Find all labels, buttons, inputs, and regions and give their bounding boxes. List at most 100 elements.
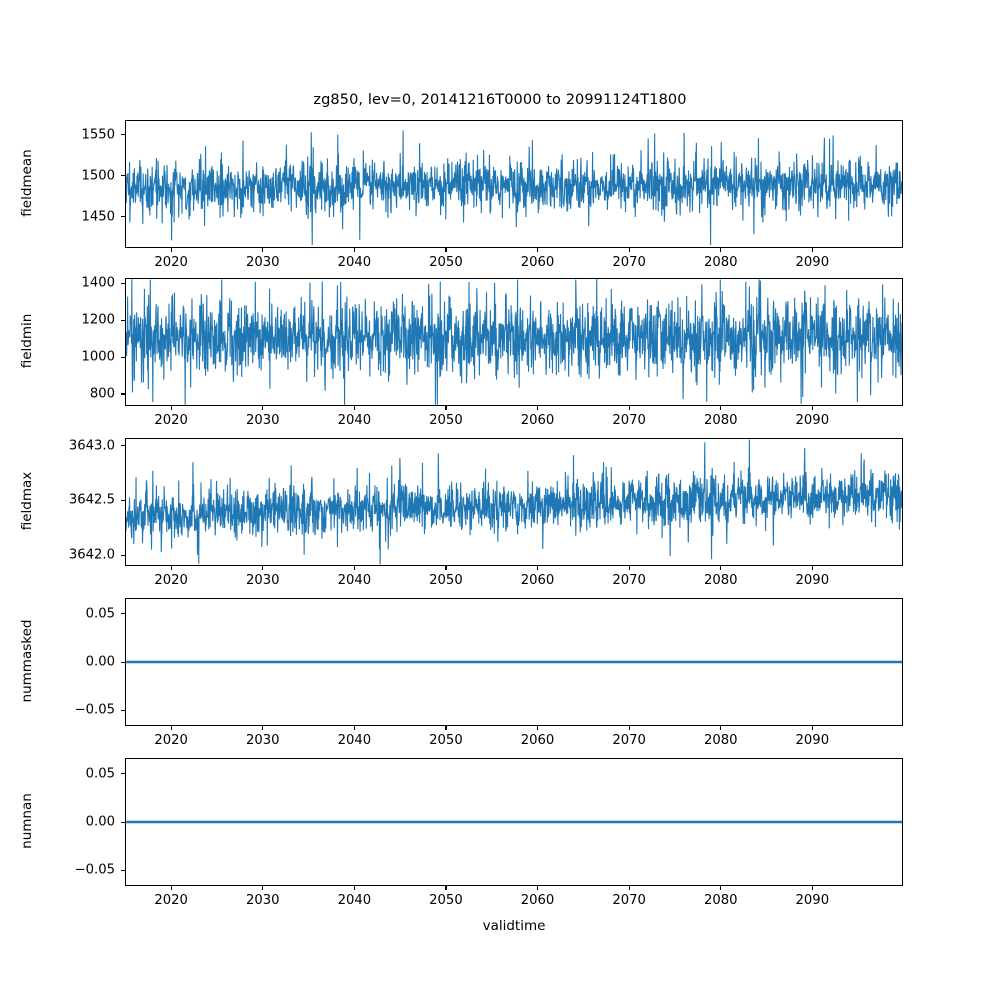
x-tick-mark: [445, 566, 447, 571]
x-tick-mark: [262, 726, 264, 731]
x-tick-label-2050: 2050: [429, 413, 463, 428]
x-tick-label-2080: 2080: [703, 893, 738, 908]
y-axis-label-fieldmean: fieldmean: [19, 149, 35, 217]
x-tick-mark: [537, 566, 539, 571]
y-tick-mark: [120, 499, 125, 501]
x-tick-label-2060: 2060: [520, 413, 555, 428]
x-tick-label-2070: 2070: [612, 893, 646, 908]
x-tick-label-2070: 2070: [612, 573, 646, 588]
y-tick-mark: [120, 773, 125, 775]
x-tick-label-2020: 2020: [154, 733, 188, 748]
x-tick-mark: [170, 886, 172, 891]
x-tick-mark: [262, 566, 264, 571]
plot-area-numnan: [126, 759, 902, 885]
x-tick-mark: [262, 248, 264, 253]
series-line-fieldmin: [126, 279, 902, 405]
y-tick-mark: [120, 661, 125, 663]
x-tick-label-2080: 2080: [703, 413, 738, 428]
x-tick-mark: [262, 886, 264, 891]
x-tick-mark: [628, 566, 630, 571]
y-tick-mark: [120, 869, 125, 872]
y-tick-label-fieldmax-1: 3642.5: [68, 492, 115, 508]
x-tick-label-2090: 2090: [795, 573, 830, 588]
x-tick-label-2060: 2060: [520, 573, 555, 588]
x-tick-label-2040: 2040: [337, 893, 372, 908]
x-tick-mark: [353, 406, 355, 411]
y-tick-mark: [120, 175, 125, 177]
x-tick-label-2060: 2060: [520, 893, 555, 908]
x-tick-label-2030: 2030: [245, 413, 280, 428]
x-tick-label-2080: 2080: [703, 733, 738, 748]
x-tick-label-2050: 2050: [429, 255, 463, 270]
subplot-nummasked: [125, 598, 903, 726]
y-tick-label-fieldmean-2: 1550: [81, 127, 115, 143]
plot-area-fieldmin: [126, 279, 902, 405]
x-tick-mark: [720, 566, 722, 571]
y-tick-mark: [120, 554, 125, 556]
x-tick-label-2090: 2090: [795, 255, 830, 270]
y-tick-label-nummasked-1: 0.00: [85, 654, 115, 670]
y-axis-label-fieldmax: fieldmax: [19, 471, 35, 531]
x-tick-mark: [628, 886, 630, 891]
x-axis-label: validtime: [482, 918, 546, 934]
x-tick-mark: [811, 726, 813, 731]
y-tick-mark: [120, 709, 125, 712]
y-tick-label-fieldmin-0: 800: [89, 386, 115, 402]
x-tick-mark: [353, 726, 355, 731]
x-tick-mark: [537, 248, 539, 253]
x-tick-mark: [445, 406, 447, 411]
x-tick-mark: [628, 726, 630, 731]
y-tick-mark: [120, 445, 125, 447]
x-tick-label-2030: 2030: [245, 255, 280, 270]
x-tick-mark: [628, 248, 630, 253]
x-tick-label-2020: 2020: [154, 573, 188, 588]
x-tick-label-2060: 2060: [520, 733, 555, 748]
x-tick-label-2040: 2040: [337, 255, 372, 270]
x-tick-label-2020: 2020: [154, 413, 188, 428]
x-tick-mark: [445, 886, 447, 891]
x-tick-mark: [537, 406, 539, 411]
y-tick-label-fieldmax-2: 3643.0: [68, 438, 115, 454]
y-tick-label-numnan-1: 0.00: [85, 814, 115, 830]
x-tick-mark: [170, 248, 172, 253]
y-tick-mark: [120, 134, 125, 136]
x-tick-label-2040: 2040: [337, 733, 372, 748]
x-tick-label-2030: 2030: [245, 573, 280, 588]
series-line-fieldmean: [126, 130, 902, 245]
x-tick-label-2020: 2020: [154, 893, 188, 908]
y-tick-label-fieldmean-1: 1500: [81, 168, 115, 184]
y-tick-label-numnan-2: 0.05: [85, 766, 115, 781]
x-tick-mark: [811, 248, 813, 253]
plot-area-fieldmax: [126, 439, 902, 565]
x-tick-label-2080: 2080: [703, 573, 738, 588]
x-tick-mark: [720, 248, 722, 253]
y-tick-label-fieldmean-0: 1450: [81, 209, 115, 225]
x-tick-mark: [353, 248, 355, 253]
y-tick-label-fieldmin-2: 1200: [81, 312, 115, 328]
y-tick-mark: [120, 356, 125, 358]
x-tick-label-2090: 2090: [795, 893, 830, 908]
x-tick-mark: [720, 886, 722, 891]
x-tick-mark: [811, 886, 813, 891]
subplot-fieldmin: [125, 278, 903, 406]
x-tick-mark: [720, 406, 722, 411]
x-tick-label-2050: 2050: [429, 733, 463, 748]
x-tick-label-2090: 2090: [795, 413, 830, 428]
x-tick-label-2050: 2050: [429, 573, 463, 588]
x-tick-label-2050: 2050: [429, 893, 463, 908]
y-axis-label-numnan: numnan: [19, 793, 35, 849]
x-tick-mark: [811, 566, 813, 571]
y-tick-mark: [120, 821, 125, 823]
y-tick-mark: [120, 216, 125, 218]
figure-title: zg850, lev=0, 20141216T0000 to 20991124T…: [313, 92, 687, 108]
x-tick-mark: [811, 406, 813, 411]
y-tick-mark: [120, 319, 125, 321]
x-tick-mark: [353, 566, 355, 571]
x-tick-mark: [720, 726, 722, 731]
x-tick-mark: [537, 726, 539, 731]
x-tick-mark: [170, 406, 172, 411]
y-tick-label-numnan-0: −0.05: [74, 862, 115, 878]
x-tick-mark: [170, 726, 172, 731]
y-axis-label-fieldmin: fieldmin: [19, 313, 35, 369]
